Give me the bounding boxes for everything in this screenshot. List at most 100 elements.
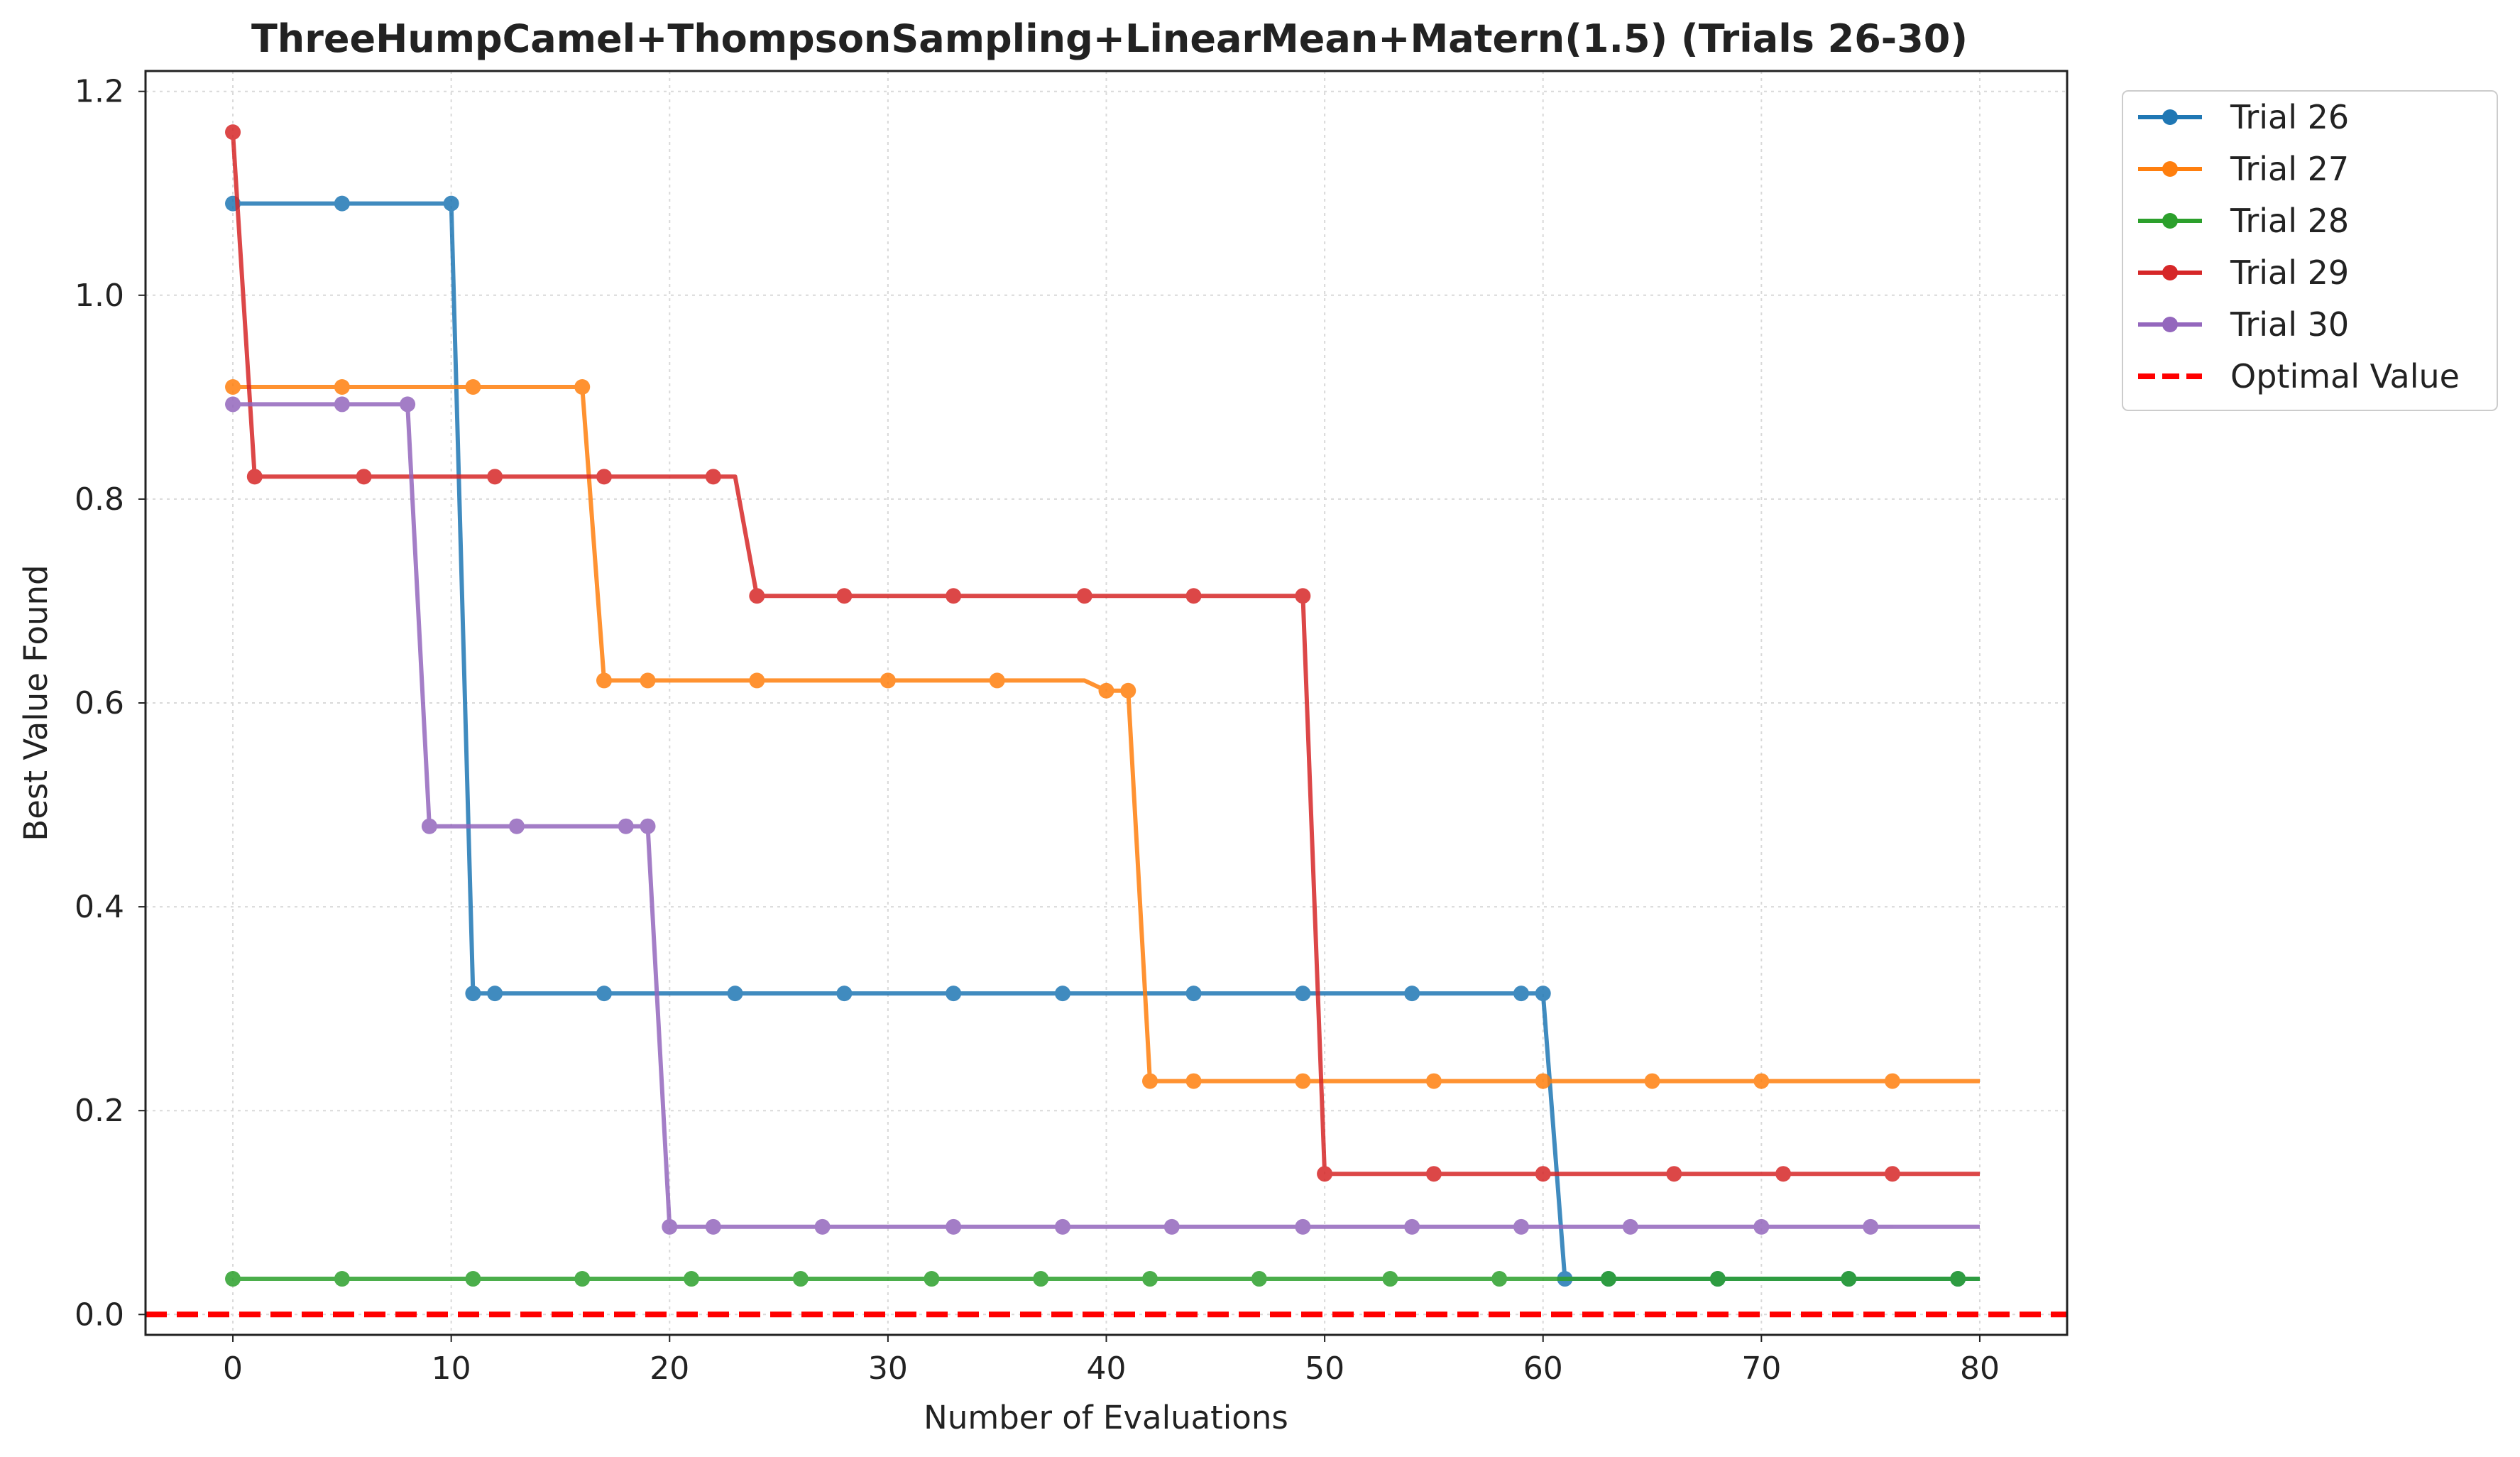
x-tick-label: 40 bbox=[1087, 1350, 1127, 1387]
series-1-point-13 bbox=[1513, 986, 1529, 1002]
series-5-point-15 bbox=[1513, 1218, 1529, 1235]
series-4-point-11 bbox=[1295, 588, 1311, 604]
series-4-point-2 bbox=[356, 469, 372, 485]
series-2-point-10 bbox=[1120, 682, 1136, 699]
legend-label: Trial 27 bbox=[2230, 150, 2349, 188]
series-2-point-6 bbox=[749, 672, 765, 689]
series-3 bbox=[225, 1271, 1980, 1287]
series-2-point-8 bbox=[989, 672, 1005, 689]
series-1-point-4 bbox=[487, 986, 503, 1002]
legend-marker-0 bbox=[2162, 109, 2178, 125]
series-1-point-5 bbox=[596, 986, 612, 1002]
series-2-point-12 bbox=[1185, 1073, 1202, 1089]
series-3-point-1 bbox=[334, 1271, 350, 1287]
series-1-point-12 bbox=[1404, 986, 1420, 1002]
y-axis-ticks: 0.0 0.2 0.4 0.6 0.8 1.0 1.2 bbox=[75, 74, 146, 1333]
series-3-point-4 bbox=[684, 1271, 700, 1287]
series-3-point-11 bbox=[1491, 1271, 1508, 1287]
series-5-point-10 bbox=[946, 1218, 962, 1235]
y-tick-label: 1.2 bbox=[75, 74, 124, 110]
series-2-point-17 bbox=[1753, 1073, 1770, 1089]
legend: Trial 26 Trial 27 Trial 28 Trial 29 Trial 30… bbox=[2122, 90, 2498, 411]
series-5-point-0 bbox=[225, 396, 241, 413]
series-5-point-18 bbox=[1863, 1218, 1879, 1235]
series-1 bbox=[225, 195, 1980, 1287]
legend-label: Trial 26 bbox=[2230, 98, 2349, 136]
series-5-point-4 bbox=[508, 818, 525, 834]
series-2-point-11 bbox=[1142, 1073, 1158, 1089]
series-5-point-12 bbox=[1163, 1218, 1180, 1235]
series-5-point-9 bbox=[814, 1218, 831, 1235]
y-tick-label: 0.2 bbox=[75, 1093, 124, 1129]
series-4-point-6 bbox=[749, 588, 765, 604]
series-2-point-16 bbox=[1644, 1073, 1660, 1089]
series-1-point-10 bbox=[1185, 986, 1202, 1002]
series-1-point-11 bbox=[1295, 986, 1311, 1002]
chart-title: ThreeHumpCamel+ThompsonSampling+LinearMe… bbox=[251, 16, 1968, 61]
series-2-point-1 bbox=[334, 379, 350, 395]
series-5-point-3 bbox=[421, 818, 437, 834]
series-1-point-1 bbox=[334, 195, 350, 212]
series-2-point-5 bbox=[640, 672, 656, 689]
series-1-point-14 bbox=[1535, 986, 1551, 1002]
legend-label: Trial 29 bbox=[2230, 253, 2349, 292]
series-line-5 bbox=[233, 402, 1980, 1229]
series-4-point-0 bbox=[225, 124, 241, 141]
series-1-point-3 bbox=[465, 986, 481, 1002]
series-4-point-15 bbox=[1666, 1166, 1682, 1182]
x-tick-label: 70 bbox=[1741, 1350, 1781, 1387]
series-2-point-4 bbox=[596, 672, 612, 689]
series-4-point-16 bbox=[1775, 1166, 1792, 1182]
series-2-point-7 bbox=[880, 672, 896, 689]
legend-marker-1 bbox=[2162, 161, 2178, 177]
legend-label: Optimal Value bbox=[2230, 357, 2460, 395]
series-2-point-0 bbox=[225, 379, 241, 395]
series-2-point-18 bbox=[1884, 1073, 1900, 1089]
series-2-point-2 bbox=[465, 379, 481, 395]
series-4-point-14 bbox=[1535, 1166, 1551, 1182]
x-axis-label: Number of Evaluations bbox=[924, 1399, 1288, 1436]
legend-marker-4 bbox=[2162, 317, 2178, 332]
series-5-point-5 bbox=[618, 818, 634, 834]
series-4-point-3 bbox=[487, 469, 503, 485]
grid bbox=[146, 71, 2067, 1335]
series-5-point-17 bbox=[1753, 1218, 1770, 1235]
series-5-point-2 bbox=[400, 396, 416, 413]
y-tick-label: 0.0 bbox=[75, 1297, 124, 1333]
y-tick-label: 0.4 bbox=[75, 889, 124, 925]
series-3-point-8 bbox=[1142, 1271, 1158, 1287]
x-tick-label: 20 bbox=[650, 1350, 689, 1387]
series-5-point-7 bbox=[662, 1218, 678, 1235]
series-2-point-14 bbox=[1425, 1073, 1442, 1089]
series-2-point-9 bbox=[1098, 682, 1114, 699]
y-tick-label: 1.0 bbox=[75, 278, 124, 314]
series-5-point-14 bbox=[1404, 1218, 1420, 1235]
legend-frame bbox=[2122, 90, 2498, 411]
series-4-point-4 bbox=[596, 469, 612, 485]
x-tick-label: 80 bbox=[1960, 1350, 2000, 1387]
series-3-point-9 bbox=[1251, 1271, 1267, 1287]
series-1-point-8 bbox=[946, 986, 962, 1002]
legend-marker-2 bbox=[2162, 213, 2178, 229]
series-3-point-2 bbox=[465, 1271, 481, 1287]
series-3-point-6 bbox=[924, 1271, 940, 1287]
y-tick-label: 0.6 bbox=[75, 685, 124, 721]
series-2-point-13 bbox=[1295, 1073, 1311, 1089]
series-4-point-5 bbox=[705, 469, 721, 485]
x-tick-label: 10 bbox=[432, 1350, 471, 1387]
series-layer bbox=[225, 124, 1980, 1287]
series-2-point-3 bbox=[574, 379, 591, 395]
series-3-point-10 bbox=[1382, 1271, 1398, 1287]
series-4-point-1 bbox=[246, 469, 263, 485]
series-2-point-15 bbox=[1535, 1073, 1551, 1089]
series-4-point-13 bbox=[1425, 1166, 1442, 1182]
series-1-point-9 bbox=[1054, 986, 1070, 1002]
series-5-point-11 bbox=[1054, 1218, 1070, 1235]
series-4-point-8 bbox=[946, 588, 962, 604]
series-4-point-7 bbox=[836, 588, 853, 604]
series-4-point-17 bbox=[1884, 1166, 1900, 1182]
series-5-point-1 bbox=[334, 396, 350, 413]
y-axis-label: Best Value Found bbox=[17, 564, 55, 841]
series-3-point-12 bbox=[1601, 1271, 1617, 1287]
